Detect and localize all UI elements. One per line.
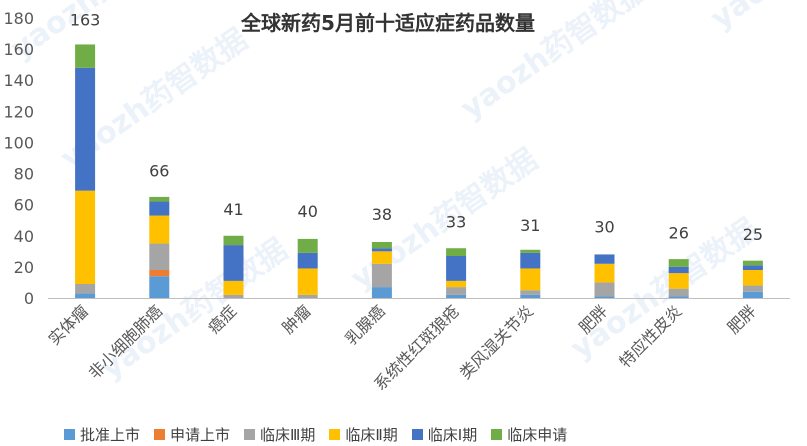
bar-segment	[223, 280, 244, 295]
x-tick-label: 肿瘤	[278, 301, 314, 337]
legend-swatch	[329, 429, 341, 440]
legend-label: 申请上市	[170, 426, 231, 444]
legend-item: 批准上市	[64, 424, 140, 445]
bar-segment	[446, 248, 467, 256]
bar-segment	[446, 280, 467, 288]
bar-total-label: 30	[594, 217, 614, 236]
bar-segment	[371, 242, 392, 249]
bar-segment	[75, 190, 96, 284]
bar-segment	[149, 243, 170, 270]
legend-swatch	[64, 429, 75, 440]
bar-segment	[75, 293, 96, 298]
bar-total-label: 163	[70, 10, 101, 29]
y-tick-label: 100	[3, 133, 34, 152]
bar-segment	[520, 268, 541, 291]
bar-segment	[668, 296, 689, 298]
legend-item: 临床Ⅱ期	[329, 424, 398, 445]
bar-segment	[668, 259, 689, 267]
bar-segment	[742, 265, 763, 270]
bar-segment	[223, 235, 244, 246]
bar-segment	[75, 67, 96, 191]
y-tick-label: 120	[3, 102, 34, 121]
legend-swatch	[244, 429, 256, 440]
bar-segment	[668, 266, 689, 274]
bar-segment	[520, 252, 541, 269]
y-tick-label: 140	[3, 71, 34, 90]
y-tick-label: 0	[24, 289, 34, 308]
bar-segment	[668, 288, 689, 297]
x-tick-label: 实体瘤	[45, 301, 92, 348]
bar-segment	[594, 282, 615, 297]
bar-segment	[594, 263, 615, 283]
bar-segment	[371, 263, 392, 288]
legend-swatch	[411, 429, 423, 440]
legend-label: 临床申请	[507, 426, 568, 444]
bar-segment	[371, 251, 392, 264]
legend-item: 临床申请	[491, 424, 567, 445]
legend-label: 临床Ⅱ期	[345, 426, 398, 444]
bar-total-label: 25	[743, 225, 763, 244]
bar-segment	[223, 294, 244, 298]
chart-title: 全球新药5月前十适应症药品数量	[240, 11, 535, 35]
bar-segment	[594, 254, 615, 264]
y-tick-label: 20	[14, 258, 34, 277]
bar-segment	[446, 294, 467, 298]
bar-segment	[297, 252, 318, 269]
x-tick-label: 肥胖	[724, 301, 760, 337]
legend-item: 申请上市	[154, 424, 230, 445]
bar-segment	[149, 196, 170, 202]
bar-segment	[520, 294, 541, 298]
bar-total-label: 31	[520, 216, 540, 235]
bar-segment	[446, 256, 467, 281]
bar-segment	[149, 215, 170, 244]
bar-total-label: 41	[223, 200, 243, 219]
bar-segment	[297, 238, 318, 253]
bar-total-label: 40	[298, 202, 318, 221]
y-tick-label: 80	[14, 165, 34, 184]
bar-segment	[75, 284, 96, 294]
bar-segment	[520, 290, 541, 295]
y-axis: 0 20 40 60 80 100 120 140 160 180	[3, 9, 34, 308]
y-tick-label: 40	[14, 227, 34, 246]
bar-segment	[149, 276, 170, 298]
legend-item: 临床Ⅰ期	[411, 424, 478, 445]
bar-total-label: 66	[149, 161, 169, 180]
bar-segment	[742, 285, 763, 292]
legend-swatch	[154, 429, 166, 440]
bar-total-label: 38	[372, 205, 392, 224]
bar-segment	[668, 273, 689, 289]
bar-segment	[297, 294, 318, 298]
legend-label: 临床Ⅰ期	[427, 426, 478, 444]
legend: 批准上市 申请上市 临床Ⅲ期 临床Ⅱ期 临床Ⅰ期 临床申请	[64, 424, 567, 445]
watermark-text: yaozh药智数据	[95, 232, 295, 386]
bar-segment	[75, 44, 96, 68]
bar-series: 163 66 41 40 38 33 31 30 26 25	[70, 10, 763, 298]
watermark-text: yaozh药智数据	[705, 0, 807, 37]
y-tick-label: 160	[3, 40, 34, 59]
bar-segment	[520, 249, 541, 253]
bar-segment	[742, 270, 763, 286]
legend-item: 临床Ⅲ期	[244, 424, 315, 445]
bar-segment	[446, 287, 467, 295]
bar-segment	[742, 260, 763, 266]
bar-segment	[594, 296, 615, 298]
bar-segment	[742, 291, 763, 298]
y-tick-label: 60	[14, 196, 34, 215]
bar-segment	[371, 248, 392, 252]
bar-segment	[149, 201, 170, 216]
bar-total-label: 26	[669, 224, 689, 243]
bar-total-label: 33	[446, 213, 466, 232]
bar-segment	[297, 268, 318, 295]
x-tick-label: 乳腺癌	[341, 301, 388, 348]
bar-segment	[223, 245, 244, 281]
bar-segment	[371, 287, 392, 298]
bar-segment	[149, 270, 170, 277]
watermark-text: yaozh药智数据	[5, 0, 205, 67]
legend-label: 临床Ⅲ期	[260, 426, 316, 444]
legend-swatch	[491, 429, 503, 440]
y-tick-label: 180	[3, 9, 34, 28]
legend-label: 批准上市	[80, 426, 141, 444]
x-tick-label: 类风湿关节炎	[456, 301, 537, 382]
